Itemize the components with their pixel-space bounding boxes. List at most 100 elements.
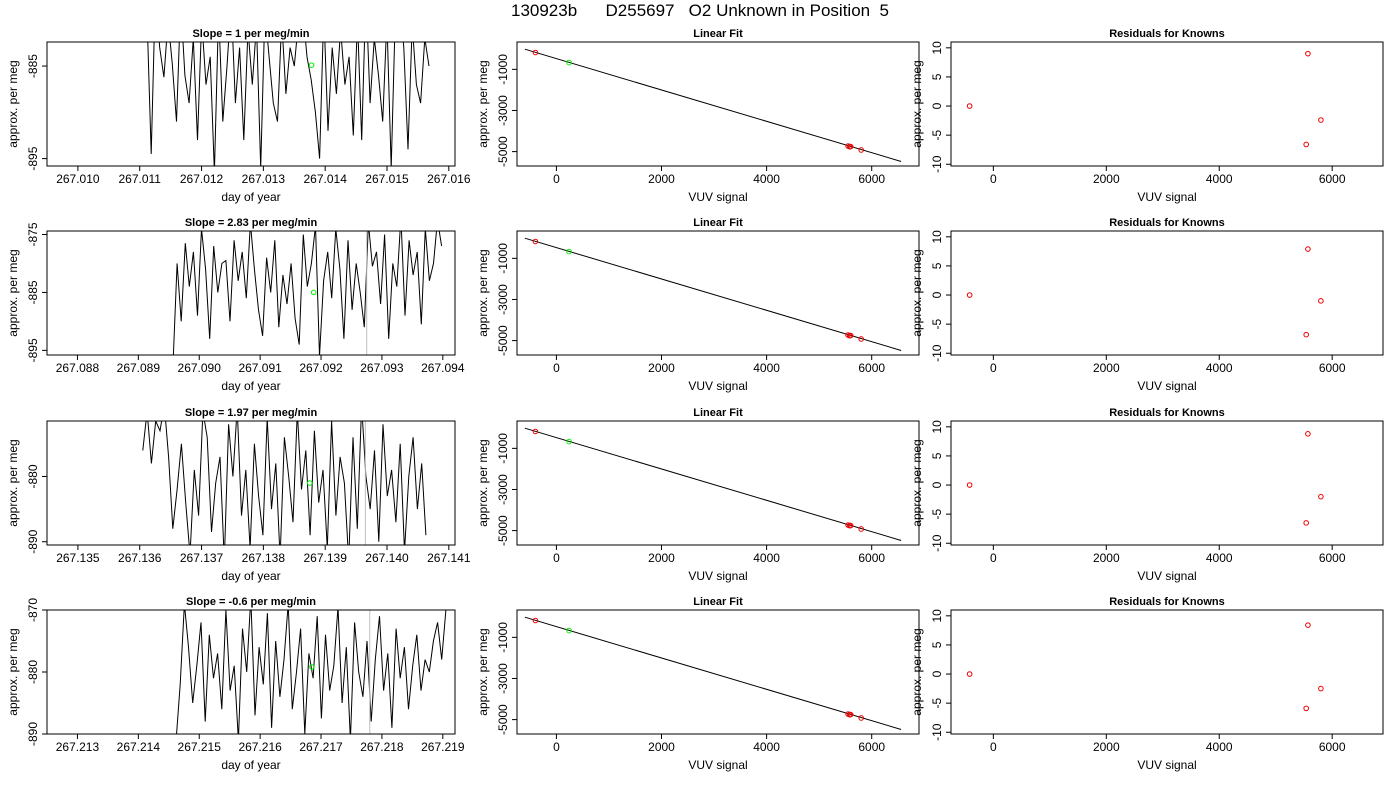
- panel-7-xtick-label: 267.139: [303, 551, 347, 565]
- panel-4-xtick-label: 267.094: [421, 361, 465, 375]
- panel-10-ytick-label: -870: [26, 598, 40, 622]
- panel-12-ytick-label: -10: [930, 723, 944, 741]
- panel-10-xlabel: day of year: [221, 758, 280, 772]
- panel-1-ylabel: approx. per meg: [6, 60, 20, 147]
- panel-8-ylabel: approx. per meg: [476, 439, 490, 526]
- panel-2-title: Linear Fit: [693, 28, 743, 40]
- panel-3-xtick-label: 6000: [1319, 172, 1346, 186]
- panel-10-xtick-label: 267.214: [117, 740, 161, 754]
- panel-12-ylabel: approx. per meg: [910, 628, 924, 715]
- panel-9-xtick-label: 4000: [1206, 551, 1233, 565]
- panel-8-xtick-label: 6000: [858, 551, 885, 565]
- panel-6-residual-point: [1303, 331, 1309, 338]
- panel-9-ytick-label: 5: [930, 452, 944, 459]
- panel-7-frame: [46, 420, 456, 546]
- panel-8-ytick-label: -5000: [496, 515, 510, 546]
- panel-5-known-point: [532, 238, 539, 245]
- panel-1-xtick-label: 267.013: [242, 172, 286, 186]
- panel-6-residual-point: [1305, 246, 1311, 252]
- panel-3-ytick-label: -10: [930, 155, 944, 173]
- panel-11-known-point: [532, 617, 539, 624]
- panel-9-title: Residuals for Knowns: [1109, 407, 1225, 419]
- panel-9-xtick-label: 0: [990, 551, 997, 565]
- panel-4-frame: [46, 230, 456, 356]
- panel-5-frame: [516, 230, 920, 356]
- panel-4-xlabel: day of year: [221, 379, 280, 393]
- panel-11-frame: [516, 609, 920, 735]
- panel-5-xlabel: VUV signal: [688, 379, 747, 393]
- panel-7-ytick-label: -890: [26, 529, 40, 553]
- panel-6-xtick-label: 4000: [1206, 361, 1233, 375]
- panel-12-frame: [950, 609, 1384, 735]
- panel-1-frame: [46, 41, 456, 167]
- panel-3-xtick-label: 4000: [1206, 172, 1233, 186]
- panel-1-xtick-label: 267.011: [118, 172, 161, 186]
- panel-7-series-line: [142, 421, 427, 545]
- panel-11-known-point: [858, 715, 864, 721]
- panel-9-xtick-label: 2000: [1093, 551, 1120, 565]
- panel-10-xtick-label: 267.215: [178, 740, 222, 754]
- panel-12-title: Residuals for Knowns: [1109, 596, 1225, 608]
- panel-7-ylabel: approx. per meg: [6, 439, 20, 526]
- panel-3-xlabel: VUV signal: [1137, 190, 1196, 204]
- panel-10-xtick-label: 267.216: [238, 740, 282, 754]
- panel-7-xtick-label: 267.141: [427, 551, 471, 565]
- panel-12-residual-point: [1305, 622, 1311, 628]
- panel-3-xtick-label: 2000: [1093, 172, 1120, 186]
- panel-12-xlabel: VUV signal: [1137, 758, 1196, 772]
- panel-2-xtick-label: 0: [553, 172, 560, 186]
- panel-6-ytick-label: 5: [930, 262, 944, 269]
- panel-1-series-line: [147, 42, 430, 166]
- panel-5-title: Linear Fit: [693, 217, 743, 229]
- panel-12-ytick-label: 0: [930, 670, 944, 677]
- panel-2-xtick-label: 4000: [753, 172, 780, 186]
- panel-12-residual-point: [1318, 685, 1324, 692]
- panel-6-xtick-label: 2000: [1093, 361, 1120, 375]
- panel-4-series-line: [172, 231, 443, 355]
- panel-4-xtick-label: 267.089: [117, 361, 161, 375]
- panel-9-ytick-label: 0: [930, 481, 944, 488]
- panel-8-xtick-label: 4000: [753, 551, 780, 565]
- panel-9-xtick-label: 6000: [1319, 551, 1346, 565]
- panel-6-xtick-label: 6000: [1319, 361, 1346, 375]
- panel-5-ylabel: approx. per meg: [476, 249, 490, 336]
- panel-6-ylabel: approx. per meg: [910, 249, 924, 336]
- panel-1-xlabel: day of year: [221, 190, 280, 204]
- panel-8-xlabel: VUV signal: [688, 569, 747, 583]
- panel-12-residual-point: [966, 671, 973, 677]
- panel-11-ytick-label: -1000: [496, 622, 510, 653]
- panel-7-xtick-label: 267.135: [56, 551, 100, 565]
- panel-5-ytick-label: -1000: [496, 243, 510, 274]
- panel-1-title: Slope = 1 per meg/min: [192, 28, 309, 40]
- panel-6-title: Residuals for Knowns: [1109, 217, 1225, 229]
- panel-3-residual-point: [966, 103, 973, 109]
- panel-7-unknown-point: [306, 480, 313, 486]
- panel-4-xtick-label: 267.090: [178, 361, 222, 375]
- panel-10-ytick-label: -880: [26, 660, 40, 684]
- panel-12-xtick-label: 6000: [1319, 740, 1346, 754]
- panel-8-xtick-label: 2000: [648, 551, 675, 565]
- panel-8-xtick-label: 0: [553, 551, 560, 565]
- panel-9-residual-point: [1318, 493, 1324, 500]
- panel-4-ytick-label: -895: [26, 338, 40, 362]
- panel-12-residual-point: [1303, 705, 1309, 712]
- panel-3-residual-point: [1318, 117, 1324, 123]
- panel-11-ytick-label: -5000: [496, 704, 510, 735]
- panel-4-ytick-label: -885: [26, 280, 40, 304]
- panel-12-ytick-label: 10: [930, 609, 944, 623]
- panel-8-known-point: [847, 522, 854, 529]
- panel-2-known-point: [847, 143, 854, 150]
- panel-11-xtick-label: 4000: [753, 740, 780, 754]
- panel-4-title: Slope = 2.83 per meg/min: [185, 217, 318, 229]
- panel-11-xtick-label: 2000: [648, 740, 675, 754]
- panel-10-frame: [46, 609, 456, 735]
- panel-6-ytick-label: 10: [930, 230, 944, 244]
- panel-2-xtick-label: 6000: [858, 172, 885, 186]
- panel-7-xtick-label: 267.136: [118, 551, 162, 565]
- panel-10-series-line: [176, 610, 447, 734]
- panel-11-title: Linear Fit: [693, 596, 743, 608]
- panel-7-title: Slope = 1.97 per meg/min: [185, 407, 318, 419]
- panel-2-known-point: [858, 147, 864, 153]
- panel-9-residual-point: [966, 482, 973, 488]
- panel-4-ylabel: approx. per meg: [6, 249, 20, 336]
